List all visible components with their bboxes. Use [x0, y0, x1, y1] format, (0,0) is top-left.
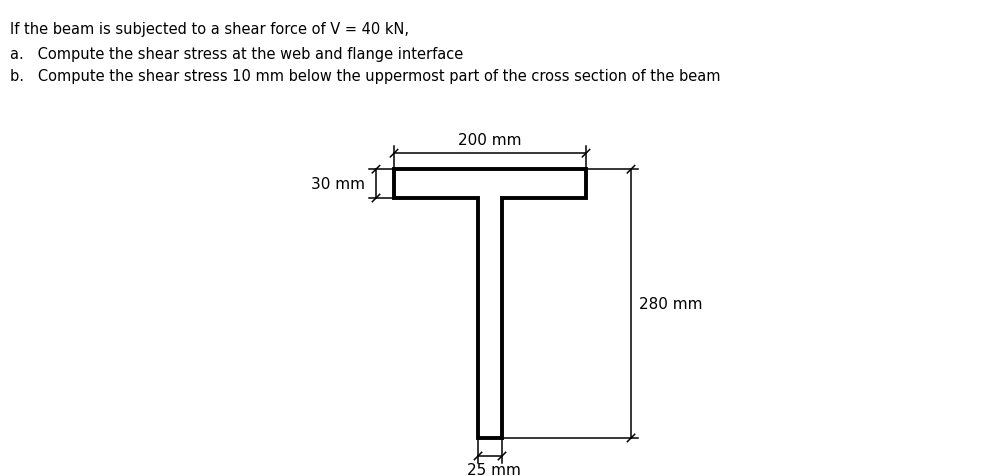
Text: 280 mm: 280 mm [639, 297, 703, 311]
Text: 30 mm: 30 mm [311, 177, 365, 192]
Text: b.   Compute the shear stress 10 mm below the uppermost part of the cross sectio: b. Compute the shear stress 10 mm below … [10, 69, 720, 84]
Text: 25 mm: 25 mm [467, 462, 521, 476]
Text: a.   Compute the shear stress at the web and flange interface: a. Compute the shear stress at the web a… [10, 47, 463, 62]
Polygon shape [394, 170, 586, 438]
Text: 200 mm: 200 mm [459, 133, 522, 148]
Text: If the beam is subjected to a shear force of V = 40 kN,: If the beam is subjected to a shear forc… [10, 22, 409, 37]
